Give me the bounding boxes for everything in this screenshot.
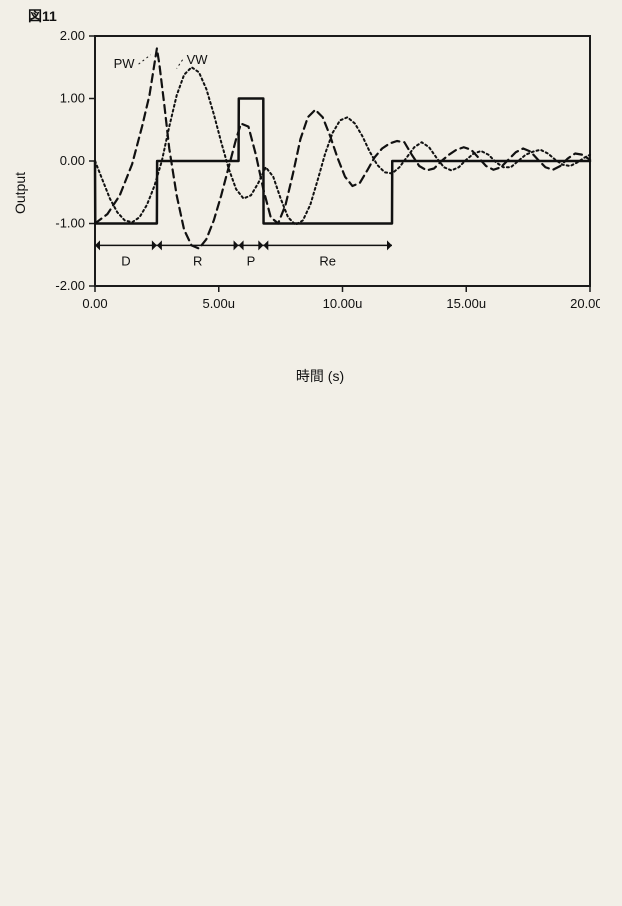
region-label: Re <box>319 253 336 268</box>
svg-text:2.00: 2.00 <box>60 28 85 43</box>
region-label: R <box>193 253 202 268</box>
pw-series <box>95 49 590 249</box>
svg-text:1.00: 1.00 <box>60 91 85 106</box>
region-label: D <box>121 253 130 268</box>
svg-text:5.00u: 5.00u <box>202 296 235 311</box>
chart-container: Output -2.00-1.000.001.002.000.005.00u10… <box>40 28 600 358</box>
svg-text:15.00u: 15.00u <box>446 296 486 311</box>
pw-legend-label: PW <box>114 56 136 71</box>
svg-text:-1.00: -1.00 <box>55 216 85 231</box>
y-axis-label: Output <box>12 172 28 214</box>
svg-text:0.00: 0.00 <box>82 296 107 311</box>
svg-text:0.00: 0.00 <box>60 153 85 168</box>
svg-text:10.00u: 10.00u <box>323 296 363 311</box>
x-axis-label: 時間 (s) <box>296 366 344 386</box>
figure-label: 図11 <box>28 6 57 26</box>
chart: -2.00 -1.00 0.00 1.00 2.00 0.00 5.00u 10.00u 15.… <box>40 28 600 358</box>
svg-text:-2.00: -2.00 <box>55 278 85 293</box>
vw-legend-label: VW <box>187 52 209 67</box>
region-label: P <box>247 253 256 268</box>
step-series <box>95 99 590 224</box>
svg-text:20.00u: 20.00u <box>570 296 600 311</box>
